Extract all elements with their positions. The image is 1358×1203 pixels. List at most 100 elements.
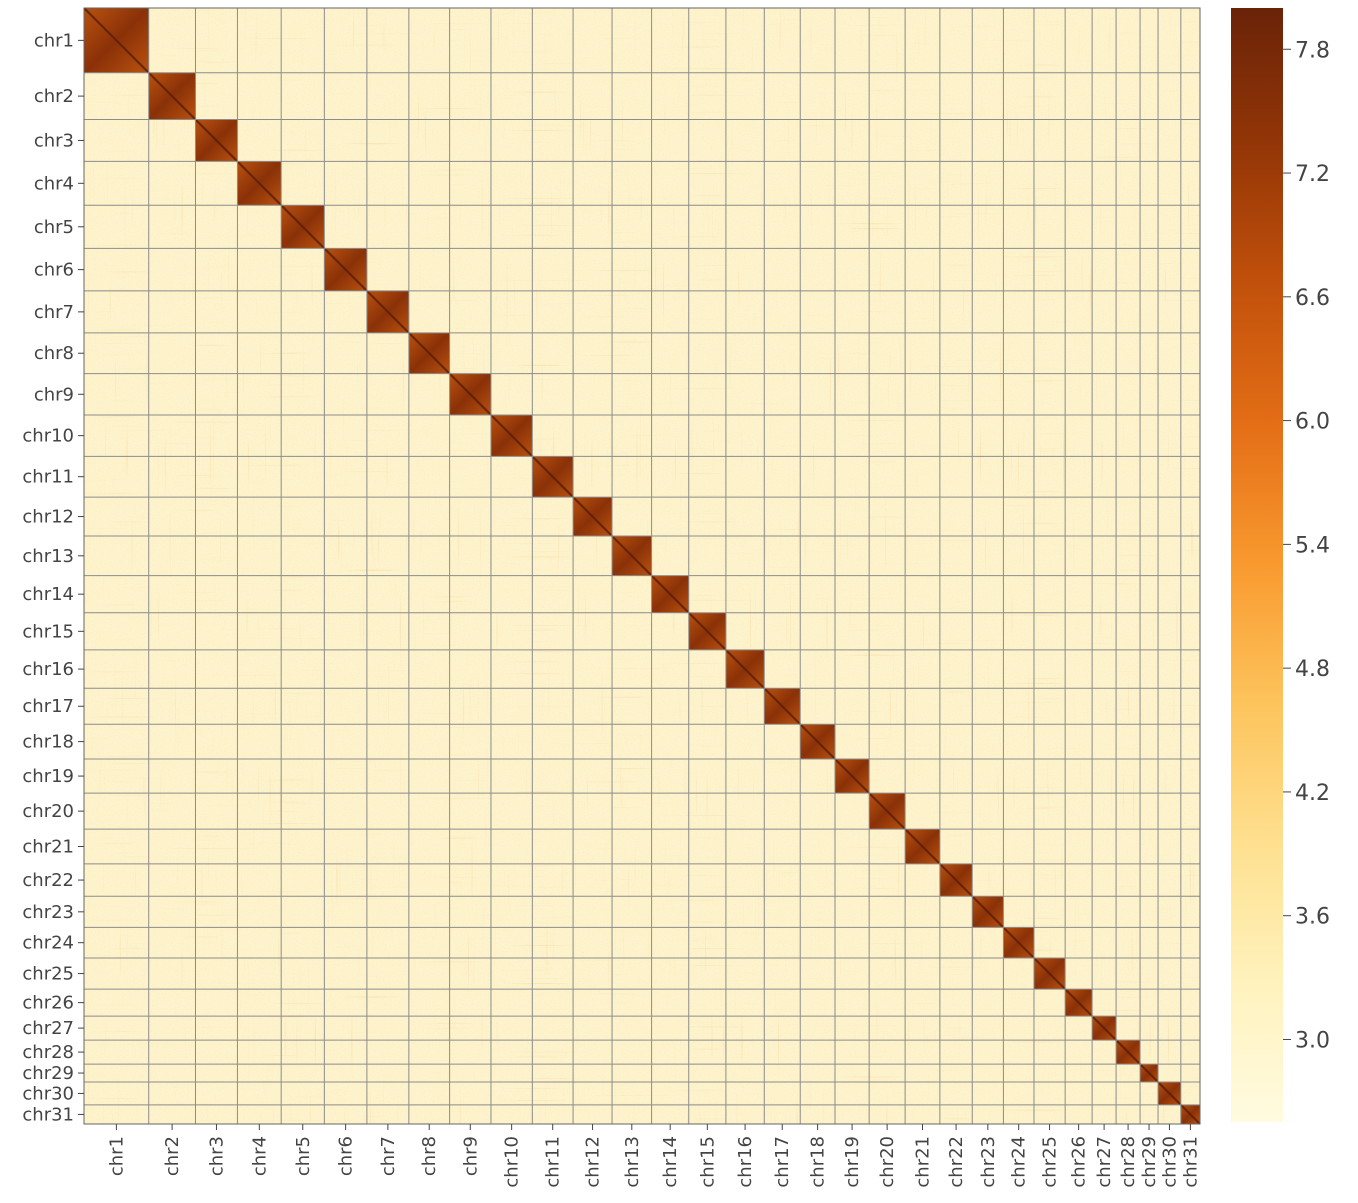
x-tick-label-chr26: chr26: [1069, 1136, 1090, 1188]
y-tick-label-chr13: chr13: [22, 546, 74, 567]
x-tick-label-chr29: chr29: [1139, 1136, 1160, 1188]
diagonal-line-chr13: [611, 535, 653, 577]
y-tick-label-chr26: chr26: [22, 993, 74, 1014]
x-tick-label-chr25: chr25: [1040, 1136, 1061, 1188]
diagonal-line-chr11: [531, 455, 574, 498]
diagonal-line-chr17: [763, 687, 802, 726]
colorbar-tick-label: 6.6: [1295, 286, 1330, 311]
diagonal-line-chr30: [1157, 1081, 1182, 1106]
x-tick-label-chr21: chr21: [912, 1136, 933, 1188]
x-tick-label-chr31: chr31: [1180, 1136, 1201, 1188]
colorbar-tick-label: 7.2: [1295, 162, 1330, 187]
y-tick-label-chr28: chr28: [22, 1042, 74, 1063]
x-tick-label-chr2: chr2: [162, 1136, 183, 1176]
y-tick-label-chr17: chr17: [22, 696, 74, 717]
diagonal-line-chr9: [448, 372, 492, 416]
y-tick-label-chr24: chr24: [22, 933, 74, 954]
y-tick-label-chr9: chr9: [34, 384, 74, 405]
x-tick-label-chr1: chr1: [106, 1136, 127, 1176]
colorbar-tick-label: 7.8: [1295, 38, 1330, 63]
x-tick-label-chr24: chr24: [1009, 1136, 1030, 1188]
x-tick-label-chr15: chr15: [697, 1136, 718, 1188]
x-tick-label-chr16: chr16: [735, 1136, 756, 1188]
x-tick-label-chr10: chr10: [502, 1136, 523, 1188]
diagonal-line-chr16: [725, 649, 766, 690]
x-tick-label-chr8: chr8: [419, 1136, 440, 1176]
colorbar-tick-label: 3.0: [1295, 1028, 1330, 1053]
diagonal-line-chr28: [1115, 1039, 1141, 1065]
diagonal-line-chr5: [280, 204, 326, 250]
plot-frame: [83, 7, 1201, 1125]
y-tick-label-chr27: chr27: [22, 1018, 74, 1039]
y-tick-label-chr16: chr16: [22, 659, 74, 680]
x-tick-label-chr20: chr20: [877, 1136, 898, 1188]
diagonal-line-chr7: [366, 290, 410, 334]
diagonal-line-chr4: [236, 160, 282, 206]
diagonal-line-chr20: [868, 792, 906, 830]
x-tick-label-chr13: chr13: [622, 1136, 643, 1188]
diagonal-line-chr24: [1002, 926, 1035, 959]
y-tick-label-chr6: chr6: [34, 260, 74, 281]
diagonal-line-chr15: [687, 611, 727, 651]
y-tick-label-chr15: chr15: [22, 621, 74, 642]
y-tick-label-chr31: chr31: [22, 1104, 74, 1125]
x-tick-label-chr3: chr3: [206, 1136, 227, 1176]
y-tick-label-chr19: chr19: [22, 766, 74, 787]
diagonal-line-chr6: [323, 247, 368, 292]
x-tick-label-chr17: chr17: [772, 1136, 793, 1188]
diagonal-line-chr21: [904, 828, 941, 865]
x-tick-label-chr28: chr28: [1118, 1136, 1139, 1188]
y-tick-label-chr8: chr8: [34, 343, 74, 364]
y-tick-label-chr11: chr11: [22, 467, 74, 488]
x-tick-label-chr12: chr12: [583, 1136, 604, 1188]
colorbar-tick-label: 4.8: [1295, 657, 1330, 682]
y-tick-label-chr23: chr23: [22, 902, 74, 923]
diagonal-line-chr22: [939, 863, 974, 898]
x-tick-label-chr22: chr22: [946, 1136, 967, 1188]
y-tick-label-chr18: chr18: [22, 732, 74, 753]
diagonal-line-chr25: [1033, 957, 1066, 990]
colorbar-tick-label: 5.4: [1295, 533, 1330, 558]
diagonal-line-chr3: [194, 118, 239, 163]
colorbar-tick-label: 6.0: [1295, 410, 1330, 435]
colorbar-tick-label: 4.2: [1295, 781, 1330, 806]
y-tick-label-chr21: chr21: [22, 836, 74, 857]
y-tick-label-chr22: chr22: [22, 870, 74, 891]
x-tick-label-chr27: chr27: [1094, 1136, 1115, 1188]
y-tick-label-chr2: chr2: [34, 86, 74, 107]
diagonal-line-chr8: [408, 332, 451, 375]
x-tick-label-chr11: chr11: [543, 1136, 564, 1188]
diagonal-line-chr12: [572, 496, 613, 537]
x-tick-label-chr9: chr9: [460, 1136, 481, 1176]
diagonal-line-chr2: [147, 71, 197, 121]
x-tick-label-chr5: chr5: [293, 1136, 314, 1176]
y-tick-label-chr30: chr30: [22, 1083, 74, 1104]
diagonal-line-chr18: [799, 723, 836, 760]
y-tick-label-chr20: chr20: [22, 801, 74, 822]
diagonal-line-chr29: [1139, 1063, 1159, 1083]
y-tick-label-chr1: chr1: [34, 30, 74, 51]
y-tick-label-chr7: chr7: [34, 302, 74, 323]
diagonal-line-chr10: [490, 414, 534, 458]
colorbar: [1231, 8, 1283, 1122]
y-tick-label-chr14: chr14: [22, 584, 74, 605]
y-tick-label-chr5: chr5: [34, 217, 74, 238]
colorbar-tick-label: 3.6: [1295, 905, 1330, 930]
x-tick-label-chr14: chr14: [660, 1136, 681, 1188]
diagonal-line-chr23: [971, 895, 1005, 929]
y-tick-label-chr3: chr3: [34, 130, 74, 151]
x-tick-label-chr19: chr19: [842, 1136, 863, 1188]
y-tick-label-chr4: chr4: [34, 173, 74, 194]
diagonal-line-chr27: [1091, 1015, 1117, 1041]
x-tick-label-chr30: chr30: [1159, 1136, 1180, 1188]
y-tick-label-chr12: chr12: [22, 507, 74, 528]
x-tick-label-chr23: chr23: [978, 1136, 999, 1188]
y-tick-label-chr29: chr29: [22, 1063, 74, 1084]
diagonal-line-chr1: [83, 7, 150, 74]
diagonal-line-chr26: [1064, 988, 1093, 1017]
x-tick-label-chr4: chr4: [249, 1136, 270, 1176]
diagonal-line-chr19: [834, 758, 870, 794]
x-tick-label-chr18: chr18: [808, 1136, 829, 1188]
y-tick-label-chr10: chr10: [22, 426, 74, 447]
